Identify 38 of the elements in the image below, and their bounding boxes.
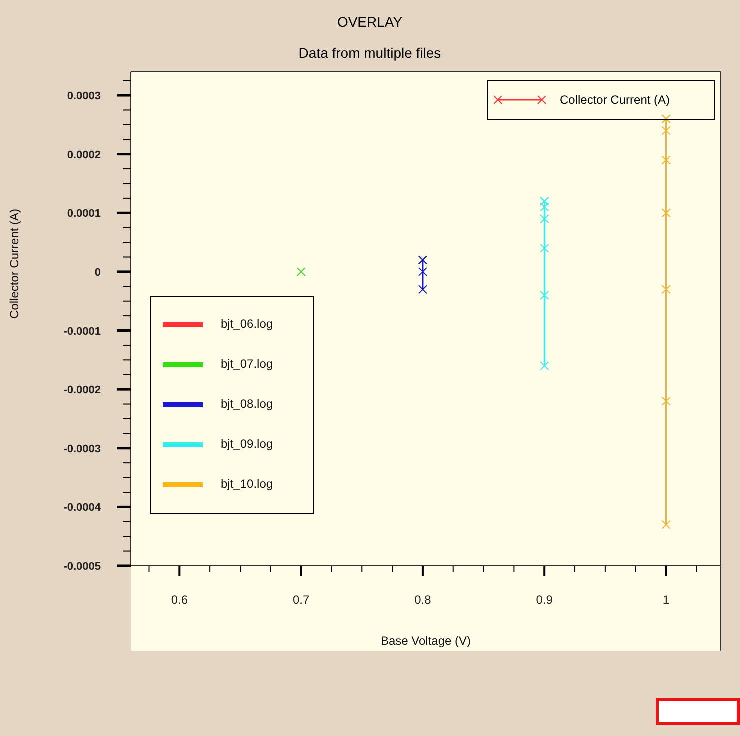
point [296, 267, 306, 276]
legend-label: bjt_09.log [221, 437, 274, 452]
x-tick-label: 1 [662, 593, 670, 607]
point [662, 520, 671, 530]
point [540, 290, 550, 300]
y-tick-label: -0.0004 [64, 502, 102, 514]
y-tick-label: 0.0001 [67, 208, 101, 220]
legend-label: bjt_08.log [221, 397, 274, 412]
y-tick-label: -0.0001 [64, 326, 101, 338]
point [540, 244, 550, 253]
x-tick-label: 0.8 [414, 593, 432, 607]
point [540, 362, 550, 371]
legend-title: Collector Current (A) [560, 93, 670, 107]
point [662, 126, 671, 136]
point [662, 285, 671, 294]
x-axis-title: Base Voltage (V) [380, 634, 472, 648]
y-axis-title: Collector Current (A) [7, 208, 22, 319]
legend-label: bjt_07.log [221, 357, 274, 372]
x-tick-label: 0.9 [536, 593, 554, 607]
y-tick-label: 0.0002 [67, 149, 101, 162]
point [662, 396, 671, 406]
y-tick-label: -0.0002 [64, 384, 101, 397]
point [662, 208, 671, 218]
x-tick-label: 0.7 [292, 593, 310, 607]
point [540, 202, 550, 212]
y-tick-label: 0 [94, 266, 101, 279]
point [418, 285, 428, 294]
y-tick-label: -0.0005 [64, 561, 101, 573]
point [662, 156, 671, 165]
point [540, 214, 550, 224]
chart-subtitle: Data from multiple files [298, 45, 442, 61]
y-tick-label: 0.0003 [67, 90, 101, 103]
y-tick-label: -0.0003 [64, 443, 101, 456]
point [418, 267, 428, 276]
x-tick-label: 0.6 [171, 593, 188, 607]
legend-label: bjt_10.log [221, 477, 274, 492]
legend-label: bjt_06.log [221, 317, 274, 332]
chart-title: OVERLAY [336, 14, 404, 30]
